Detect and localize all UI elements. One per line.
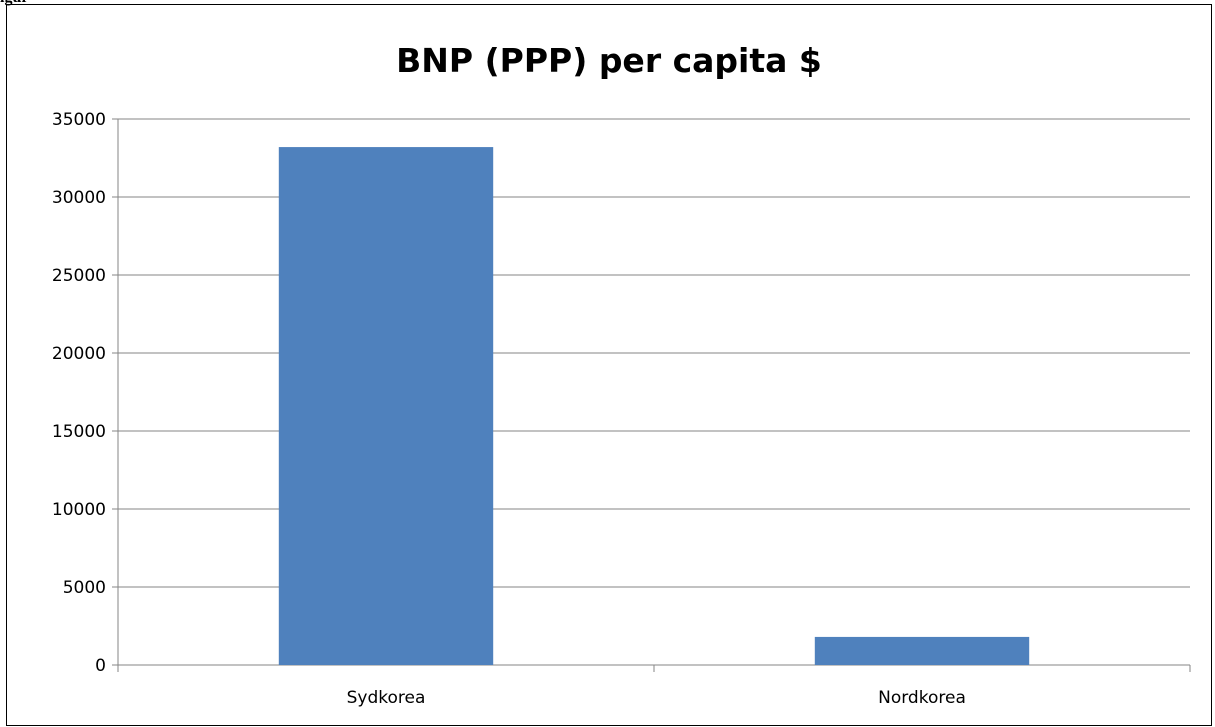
y-tick-label: 25000 — [52, 266, 106, 286]
y-tick-label: 30000 — [52, 188, 106, 208]
y-tick-label: 10000 — [52, 500, 106, 520]
y-tick-label: 5000 — [63, 578, 106, 598]
figure-label: igur — [0, 0, 28, 7]
bar — [278, 147, 494, 665]
x-tick-label: Sydkorea — [347, 688, 426, 708]
y-tick-label: 15000 — [52, 422, 106, 442]
chart-frame: BNP (PPP) per capita $ — [6, 4, 1212, 726]
x-tick-label: Nordkorea — [878, 688, 966, 708]
y-tick-label: 0 — [95, 656, 106, 676]
y-tick-label: 35000 — [52, 110, 106, 130]
chart-title: BNP (PPP) per capita $ — [396, 41, 822, 80]
y-tick-label: 20000 — [52, 344, 106, 364]
bar — [814, 636, 1030, 665]
